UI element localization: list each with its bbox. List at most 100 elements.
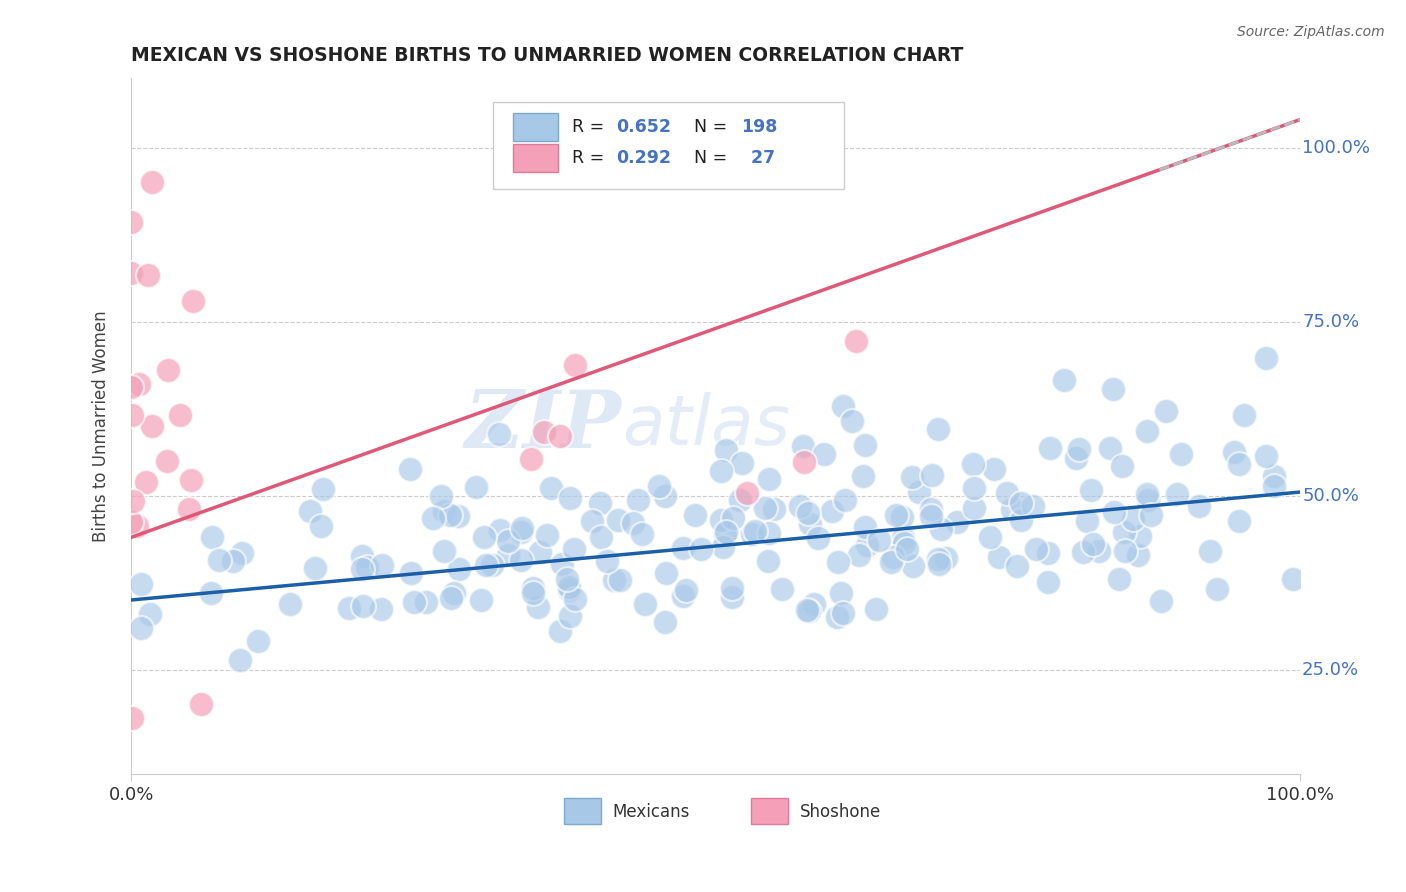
Point (770, 582, 793, 597)
Point (714, 528, 737, 542)
Point (792, 438, 814, 452)
Point (1038, 574, 1060, 589)
Point (882, 550, 904, 565)
Point (675, 583, 697, 598)
Point (1080, 483, 1102, 497)
Point (510, 524, 533, 539)
Point (1263, 469, 1285, 483)
Point (229, 653, 252, 667)
Point (634, 597, 657, 611)
Point (900, 469, 922, 483)
Point (1154, 403, 1177, 417)
Text: 27: 27 (745, 149, 775, 167)
Text: R =: R = (572, 118, 609, 136)
Point (141, 175, 163, 189)
Point (762, 501, 785, 516)
Point (995, 486, 1018, 500)
Point (853, 438, 876, 452)
Point (201, 530, 224, 544)
Point (797, 507, 820, 521)
Point (758, 526, 780, 541)
Point (671, 541, 693, 555)
Point (935, 551, 957, 566)
Point (440, 591, 463, 605)
FancyBboxPatch shape (513, 144, 558, 172)
Point (834, 492, 856, 507)
Point (884, 508, 907, 523)
Text: atlas: atlas (621, 392, 790, 459)
Point (139, 607, 162, 622)
Point (813, 447, 835, 461)
Text: 0.292: 0.292 (616, 149, 671, 167)
Point (683, 508, 706, 522)
Point (754, 501, 776, 516)
Text: 25.0%: 25.0% (1302, 661, 1360, 679)
Point (603, 573, 626, 587)
Point (853, 520, 876, 534)
Point (190, 698, 212, 712)
Point (821, 503, 844, 517)
Point (465, 480, 488, 494)
Point (891, 510, 914, 524)
Point (711, 540, 734, 554)
Point (845, 334, 868, 349)
Point (120, 380, 142, 394)
Point (496, 548, 519, 562)
Point (1039, 442, 1062, 456)
Point (832, 399, 855, 413)
Point (141, 419, 163, 434)
Point (963, 500, 986, 515)
Point (564, 592, 586, 607)
FancyBboxPatch shape (513, 112, 558, 141)
Point (920, 509, 942, 524)
Point (432, 544, 454, 558)
Point (120, 515, 142, 529)
Point (138, 268, 160, 282)
Point (962, 458, 984, 472)
Point (564, 358, 586, 372)
Point (908, 485, 931, 500)
Point (1098, 441, 1121, 455)
Point (606, 513, 628, 527)
Point (422, 510, 444, 524)
Point (1227, 457, 1250, 471)
Point (710, 464, 733, 478)
Point (920, 501, 942, 516)
Point (830, 586, 852, 600)
Point (1222, 444, 1244, 458)
Point (596, 554, 619, 568)
Point (721, 590, 744, 604)
Point (548, 429, 571, 443)
Point (299, 504, 322, 518)
Point (721, 511, 744, 525)
Point (796, 602, 818, 616)
Point (690, 542, 713, 557)
Point (1254, 450, 1277, 464)
Point (496, 533, 519, 548)
Point (1088, 544, 1111, 558)
Text: 75.0%: 75.0% (1302, 312, 1360, 331)
Point (716, 443, 738, 458)
Point (1114, 524, 1136, 539)
Point (475, 558, 498, 572)
Point (564, 542, 586, 557)
Point (555, 572, 578, 586)
Point (630, 526, 652, 541)
Point (529, 545, 551, 559)
Point (222, 554, 245, 568)
Point (370, 602, 392, 616)
Point (903, 558, 925, 573)
Point (527, 600, 550, 615)
Point (893, 531, 915, 545)
Point (728, 493, 751, 508)
Point (447, 508, 470, 523)
Point (156, 363, 179, 377)
Point (200, 586, 222, 600)
Point (522, 581, 544, 595)
Point (789, 499, 811, 513)
Point (121, 408, 143, 422)
Point (1188, 500, 1211, 514)
Point (1198, 544, 1220, 558)
Point (758, 472, 780, 486)
Point (720, 581, 742, 595)
